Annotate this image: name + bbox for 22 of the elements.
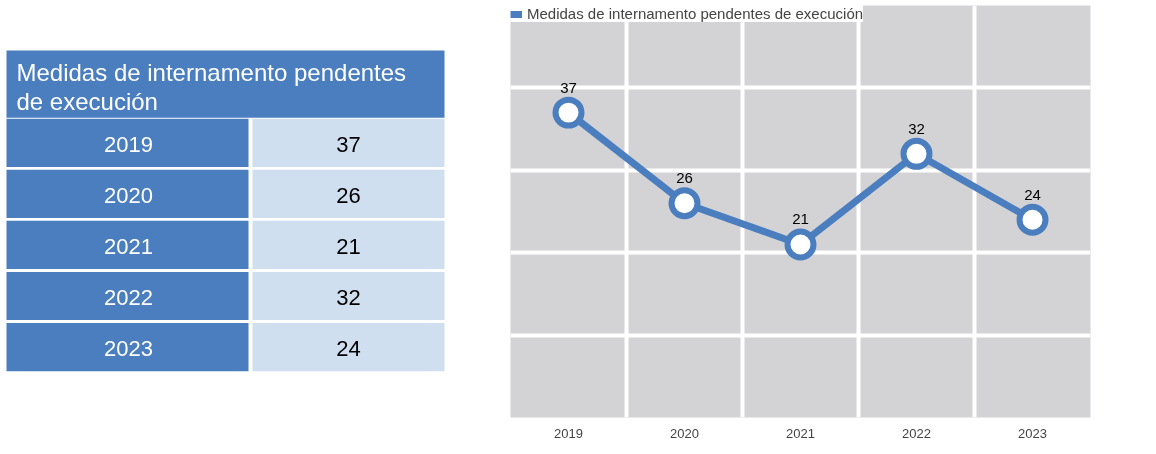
legend-label: Medidas de internamento pendentes de execución xyxy=(527,5,864,22)
data-label: 37 xyxy=(560,78,577,96)
text: Medidas de internamento pendentes de execución xyxy=(16,59,407,115)
data-label: 26 xyxy=(676,169,693,187)
category-label: 2019 xyxy=(104,131,153,157)
x-tick-label: 2023 xyxy=(1018,425,1047,441)
category-label: 2023 xyxy=(104,335,153,361)
x-tick-label: 2021 xyxy=(786,425,815,441)
text: 32 xyxy=(336,284,361,310)
text: 26 xyxy=(336,182,361,208)
text: 37 xyxy=(336,131,361,157)
text: 24 xyxy=(336,335,361,361)
x-tick-label: 2019 xyxy=(554,425,583,441)
data-label: 24 xyxy=(1024,185,1041,203)
x-tick-label: 2020 xyxy=(670,425,699,441)
category-label: 2020 xyxy=(104,182,153,208)
x-tick-label: 2022 xyxy=(902,425,931,441)
data-label: 32 xyxy=(908,119,925,137)
text: 21 xyxy=(336,233,361,259)
category-label: 2021 xyxy=(104,233,153,259)
category-label: 2022 xyxy=(104,284,153,310)
data-label: 21 xyxy=(792,210,809,228)
